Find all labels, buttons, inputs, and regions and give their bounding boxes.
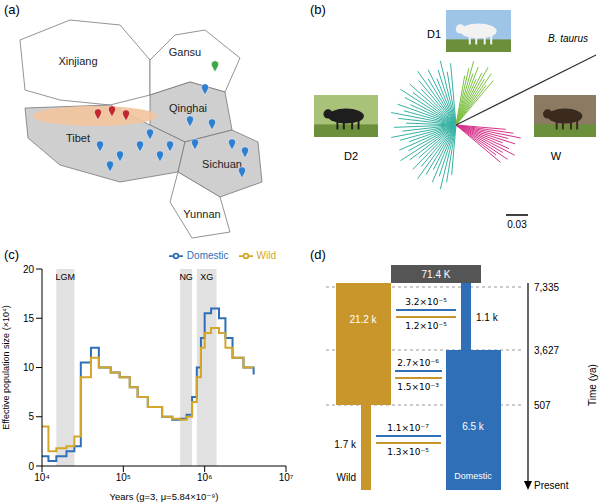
svg-text:D2: D2 [344,150,358,162]
svg-text:Qinghai: Qinghai [169,102,207,114]
svg-text:Years (g=3, μ=5.84×10⁻⁹): Years (g=3, μ=5.84×10⁻⁹) [109,491,218,502]
svg-text:21.2 k: 21.2 k [349,314,377,325]
svg-text:(a): (a) [4,2,20,17]
svg-text:6.5 k: 6.5 k [462,421,485,432]
svg-text:10⁴: 10⁴ [34,472,49,483]
svg-text:10⁵: 10⁵ [116,472,131,483]
svg-text:1.2×10⁻⁵: 1.2×10⁻⁵ [405,321,447,331]
svg-text:(b): (b) [310,2,326,17]
html-text:(c): (c) [4,247,20,262]
svg-text:20: 20 [23,264,35,275]
svg-text:Gansu: Gansu [169,46,201,58]
svg-text:Effective population size (×10: Effective population size (×10⁴) [1,305,11,430]
svg-text:71.4 K: 71.4 K [422,269,451,280]
svg-text:XG: XG [200,272,213,282]
svg-text:10: 10 [23,362,35,373]
svg-text:NG: NG [179,272,193,282]
svg-text:0: 0 [28,461,34,472]
svg-text:Sichuan: Sichuan [202,158,242,170]
svg-text:Present: Present [534,480,569,491]
html-text:Wild: Wild [256,249,276,261]
svg-text:LGM: LGM [56,272,76,282]
svg-text:3.2×10⁻⁵: 3.2×10⁻⁵ [405,297,447,307]
svg-text:5: 5 [28,411,34,422]
svg-text:(d): (d) [310,247,326,262]
svg-text:1.1×10⁻⁷: 1.1×10⁻⁷ [387,423,429,433]
svg-text:15: 15 [23,313,35,324]
svg-text:2.7×10⁻⁶: 2.7×10⁻⁶ [397,358,439,368]
svg-text:W: W [551,150,562,162]
svg-text:1.5×10⁻³: 1.5×10⁻³ [397,382,439,392]
svg-text:1.1 k: 1.1 k [476,312,499,323]
svg-text:1.7 k: 1.7 k [334,439,357,450]
svg-text:Tibet: Tibet [66,132,90,144]
svg-text:7,335: 7,335 [534,282,559,293]
svg-text:Yunnan: Yunnan [183,208,220,220]
svg-text:Time (ya): Time (ya) [587,364,598,406]
svg-text:Xinjiang: Xinjiang [58,55,97,67]
svg-text:Wild: Wild [337,472,356,483]
svg-text:10⁷: 10⁷ [279,472,294,483]
svg-text:0.03: 0.03 [507,219,527,230]
svg-text:1.3×10⁻⁵: 1.3×10⁻⁵ [387,447,429,457]
html-text:Domestic: Domestic [186,249,229,261]
svg-text:D1: D1 [427,28,441,40]
svg-text:10⁶: 10⁶ [197,472,212,483]
svg-text:Domestic: Domestic [454,471,492,481]
svg-text:B. taurus: B. taurus [548,33,588,44]
svg-text:507: 507 [534,400,551,411]
svg-text:3,627: 3,627 [534,345,559,356]
